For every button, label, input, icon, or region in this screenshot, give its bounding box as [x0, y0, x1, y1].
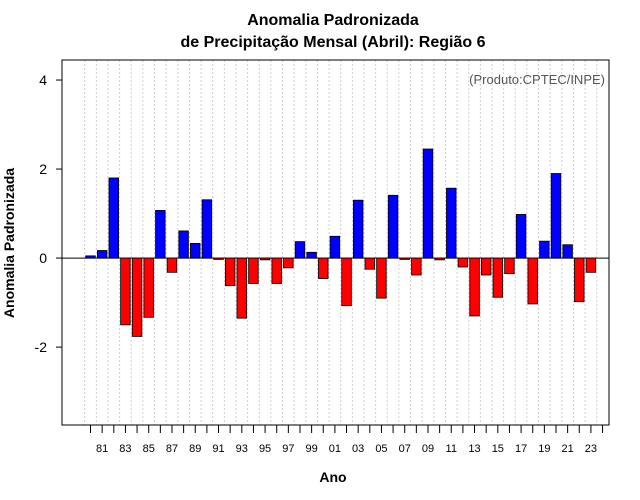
bar-24 [585, 257, 597, 273]
x-axis-label: Ano [319, 469, 346, 485]
grid [84, 60, 598, 425]
chart-title-line2: de Precipitação Mensal (Abril): Região 6 [181, 34, 486, 51]
x-tick-label: 19 [538, 443, 550, 455]
bar-01 [318, 257, 329, 279]
bar-88 [166, 257, 178, 273]
bar-17 [504, 257, 515, 275]
x-tick-label: 21 [562, 443, 574, 455]
bar-15 [480, 257, 492, 276]
bar-92 [213, 257, 224, 260]
bar-82 [96, 250, 108, 259]
y-tick-label: -2 [35, 339, 48, 355]
x-tick-label: 87 [166, 443, 178, 455]
x-tick-label: 01 [329, 443, 341, 455]
x-tick-label: 17 [515, 443, 527, 455]
bar-07 [387, 194, 399, 259]
bar-21 [550, 173, 562, 259]
bar-83 [108, 177, 119, 259]
bar-18 [515, 214, 527, 259]
x-tick-label: 07 [399, 443, 411, 455]
x-tick-label: 97 [282, 443, 294, 455]
bar-08 [399, 257, 410, 260]
x-tick-label: 09 [422, 443, 434, 455]
bar-13 [457, 257, 469, 268]
source-note: (Produto:CPTEC/INPE) [469, 72, 605, 87]
x-tick-label: 11 [446, 443, 457, 455]
bar-00 [306, 251, 317, 259]
plot-frame [61, 59, 610, 426]
bar-02 [329, 235, 341, 259]
x-tick-label: 89 [189, 443, 201, 455]
bar-96 [259, 257, 271, 261]
bar-81 [85, 255, 96, 259]
x-tick-label: 83 [119, 443, 131, 455]
bar-95 [248, 257, 259, 284]
bar-86 [143, 257, 154, 318]
bar-94 [236, 257, 248, 319]
x-axis: 81 83 85 87 89 91 93 95 97 99 01 03 05 07 09 11 13 15 17 19… [90, 425, 604, 455]
x-tick-label: 91 [212, 443, 224, 455]
bar-19 [527, 257, 538, 305]
y-tick-label: 2 [39, 161, 47, 177]
bar-87 [155, 210, 166, 259]
bar-97 [271, 257, 282, 284]
bar-10 [422, 148, 434, 259]
bar-23 [574, 257, 585, 303]
bar-09 [411, 257, 422, 276]
bar-98 [283, 257, 294, 269]
bar-85 [131, 257, 143, 337]
bar-12 [446, 187, 457, 259]
x-tick-label: 15 [492, 443, 504, 455]
x-tick-label: 85 [143, 443, 155, 455]
bar-05 [364, 257, 376, 270]
y-axis: -2 0 2 4 [35, 72, 62, 355]
bar-11 [434, 257, 445, 261]
x-tick-label: 13 [468, 443, 480, 455]
bar-99 [294, 241, 306, 259]
bar-16 [492, 257, 504, 298]
bar-84 [120, 257, 131, 326]
x-tick-label: 23 [585, 443, 597, 455]
bar-93 [224, 257, 236, 287]
bar-06 [376, 257, 387, 299]
y-tick-label: 0 [39, 250, 47, 266]
bar-20 [539, 240, 550, 259]
y-axis-label: Anomalia Padronizada [1, 168, 17, 318]
bar-89 [178, 230, 189, 259]
bar-91 [201, 199, 213, 259]
x-tick-label: 99 [305, 443, 317, 455]
bar-90 [190, 242, 201, 259]
x-tick-label: 05 [375, 443, 387, 455]
bar-03 [341, 257, 352, 307]
x-tick-label: 93 [236, 443, 248, 455]
bar-22 [562, 244, 573, 259]
chart-title-line1: Anomalia Padronizada [247, 12, 419, 29]
bars [85, 148, 597, 337]
y-tick-label: 4 [39, 72, 47, 88]
bar-04 [352, 199, 364, 259]
x-tick-label: 81 [96, 443, 108, 455]
x-tick-label: 95 [259, 443, 271, 455]
bar-14 [469, 257, 480, 317]
x-tick-label: 03 [352, 443, 364, 455]
